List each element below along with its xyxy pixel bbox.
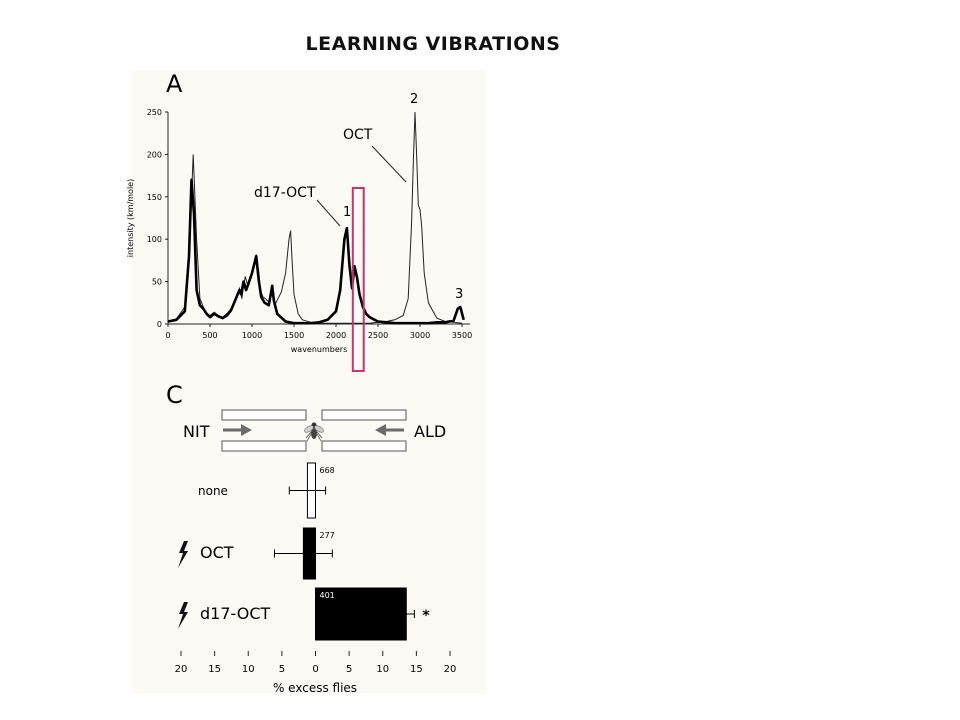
peak-label-3: 3 bbox=[455, 287, 463, 302]
lightning-bolt-shape bbox=[178, 602, 188, 629]
c-x-tick-label: 5 bbox=[346, 664, 352, 675]
annotation-oct: OCT bbox=[343, 127, 373, 143]
category-label-none: none bbox=[198, 484, 228, 498]
y-tick-label: 200 bbox=[147, 150, 162, 159]
x-tick-label: 0 bbox=[165, 331, 170, 340]
lightning-bolt-icon bbox=[178, 541, 188, 568]
n-label-oct: 277 bbox=[320, 531, 335, 540]
left-tube-bottom-wall bbox=[221, 440, 307, 452]
c-x-tick-label: 20 bbox=[175, 664, 188, 675]
annotation-oct-leader bbox=[371, 145, 407, 183]
x-axis-label: wavenumbers bbox=[291, 345, 348, 354]
slide-title: LEARNING VIBRATIONS bbox=[305, 33, 561, 55]
arrow-left-icon bbox=[375, 424, 404, 436]
lightning-bolt-shape bbox=[178, 541, 188, 568]
figure-background bbox=[132, 70, 486, 694]
x-tick-label: 2000 bbox=[326, 331, 346, 340]
x-tick-label: 500 bbox=[202, 331, 217, 340]
c-x-tick-label: 5 bbox=[279, 664, 285, 675]
x-tick-label: 3000 bbox=[410, 331, 430, 340]
c-x-axis-ticks: 20 15 10 5 0 5 10 15 20 bbox=[175, 651, 457, 675]
c-x-tick-label: 15 bbox=[410, 664, 423, 675]
y-tick-label: 150 bbox=[147, 193, 162, 202]
annotation-d17-oct: d17-OCT bbox=[254, 185, 316, 201]
highlight-band bbox=[351, 187, 365, 372]
y-tick-label: 50 bbox=[152, 278, 162, 287]
y-axis-label: intensity (km/mole) bbox=[126, 179, 135, 257]
panel-a-letter: A bbox=[166, 70, 183, 98]
right-tube-bottom-wall bbox=[321, 440, 407, 452]
series-line-oct bbox=[167, 111, 463, 324]
peak-label-1: 1 bbox=[343, 205, 351, 220]
x-tick-label: 1000 bbox=[242, 331, 262, 340]
right-tube-top-wall bbox=[321, 409, 407, 421]
left-tube-top-wall bbox=[221, 409, 307, 421]
fly-icon bbox=[304, 422, 324, 442]
significance-star: * bbox=[422, 608, 430, 624]
series-line-d17-oct bbox=[167, 178, 465, 325]
y-tick-label: 100 bbox=[147, 235, 162, 244]
y-tick-label: 250 bbox=[147, 108, 162, 117]
n-label-none: 668 bbox=[320, 466, 335, 475]
lightning-bolt-icon bbox=[178, 602, 188, 629]
bars: 668 none 277 OCT 401 d17-OCT * bbox=[178, 462, 430, 641]
c-x-tick-label: 20 bbox=[444, 664, 457, 675]
c-x-tick-label: 0 bbox=[312, 664, 318, 675]
c-x-axis-label: % excess flies bbox=[273, 681, 357, 695]
nit-label: NIT bbox=[183, 422, 210, 441]
y-axis-ticks: 0 50 100 150 200 250 bbox=[147, 108, 168, 329]
n-label-d17-oct: 401 bbox=[320, 591, 335, 600]
x-tick-label: 3500 bbox=[452, 331, 472, 340]
arrow-right-icon bbox=[223, 424, 252, 436]
category-label-oct: OCT bbox=[200, 543, 234, 562]
peak-label-2: 2 bbox=[410, 92, 418, 107]
c-x-tick-label: 10 bbox=[242, 664, 255, 675]
choice-tube-diagram: NIT ALD bbox=[183, 409, 446, 452]
bar-d17-oct bbox=[315, 587, 407, 641]
c-x-tick-label: 15 bbox=[208, 664, 221, 675]
x-tick-label: 1500 bbox=[284, 331, 304, 340]
annotation-d17-oct-leader bbox=[316, 199, 341, 227]
x-tick-label: 2500 bbox=[368, 331, 388, 340]
ald-label: ALD bbox=[414, 422, 446, 441]
panel-a-chart: 0 50 100 150 200 250 0 500 1000 1500 2000 2500 3000… bbox=[126, 92, 472, 372]
panel-c-letter: C bbox=[166, 381, 183, 409]
y-tick-label: 0 bbox=[157, 320, 162, 329]
c-x-tick-label: 10 bbox=[376, 664, 389, 675]
x-axis-ticks: 0 500 1000 1500 2000 2500 3000 3500 bbox=[165, 324, 472, 340]
category-label-d17-oct: d17-OCT bbox=[200, 604, 271, 623]
